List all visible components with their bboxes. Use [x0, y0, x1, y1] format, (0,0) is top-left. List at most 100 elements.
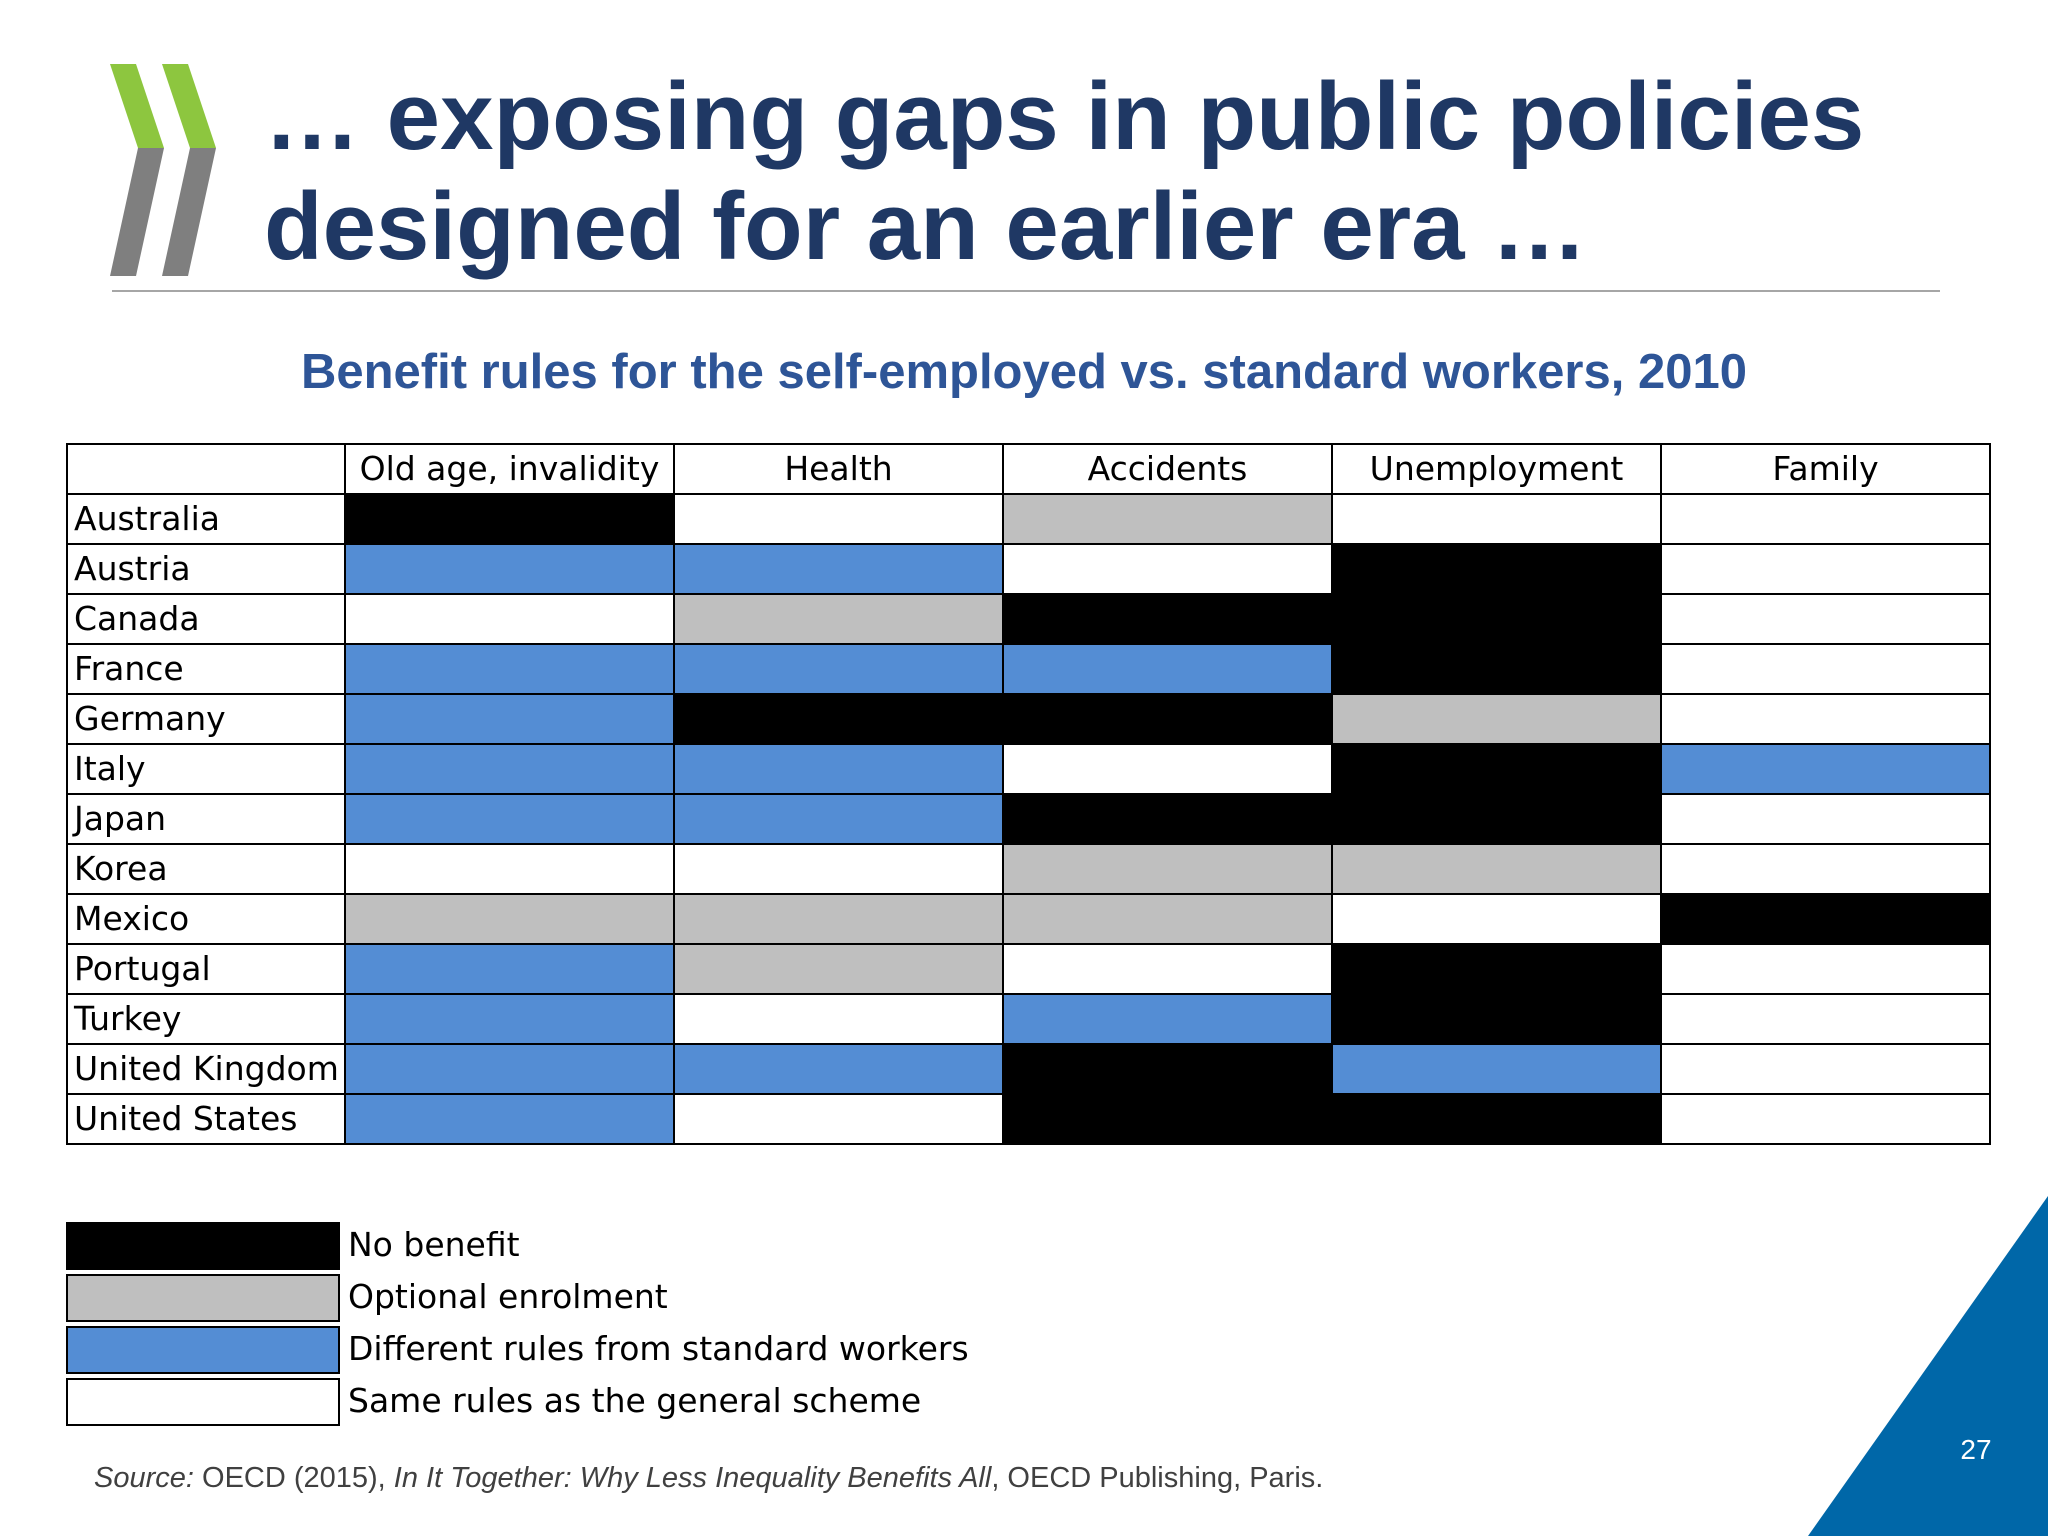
- corner-triangle: [1808, 1196, 2048, 1536]
- cell-australia-unemployment: [1331, 493, 1662, 545]
- cell-korea-old-age-invalidity: [344, 843, 675, 895]
- cell-portugal-family: [1660, 943, 1991, 995]
- table-row-canada: Canada: [66, 593, 1991, 645]
- cell-united-kingdom-accidents: [1002, 1043, 1333, 1095]
- cell-united-states-old-age-invalidity: [344, 1093, 675, 1145]
- table-row-japan: Japan: [66, 793, 1991, 845]
- cell-france-family: [1660, 643, 1991, 695]
- cell-canada-health: [673, 593, 1004, 645]
- logo-chevron-1-bottom: [110, 148, 164, 276]
- source-label: Source:: [94, 1462, 194, 1494]
- table-row-turkey: Turkey: [66, 993, 1991, 1045]
- country-label: Germany: [66, 693, 346, 745]
- cell-korea-family: [1660, 843, 1991, 895]
- column-header-family: Family: [1660, 443, 1991, 495]
- cell-united-kingdom-family: [1660, 1043, 1991, 1095]
- cell-united-kingdom-unemployment: [1331, 1043, 1662, 1095]
- cell-portugal-old-age-invalidity: [344, 943, 675, 995]
- country-label: France: [66, 643, 346, 695]
- cell-france-old-age-invalidity: [344, 643, 675, 695]
- country-label: United Kingdom: [66, 1043, 346, 1095]
- cell-united-states-accidents: [1002, 1093, 1333, 1145]
- logo-chevron-2-top: [162, 64, 216, 148]
- cell-japan-accidents: [1002, 793, 1333, 845]
- table-row-germany: Germany: [66, 693, 1991, 745]
- legend-label-different: Different rules from standard workers: [348, 1329, 969, 1368]
- benefit-rules-table: Old age, invalidity Health Accidents Unempl…: [66, 443, 1991, 1145]
- cell-united-states-family: [1660, 1093, 1991, 1145]
- cell-japan-unemployment: [1331, 793, 1662, 845]
- cell-canada-family: [1660, 593, 1991, 645]
- cell-italy-family: [1660, 743, 1991, 795]
- table-row-france: France: [66, 643, 1991, 695]
- cell-germany-old-age-invalidity: [344, 693, 675, 745]
- country-label: United States: [66, 1093, 346, 1145]
- chart-legend: No benefit Optional enrolment Different ru…: [66, 1219, 969, 1427]
- cell-germany-accidents: [1002, 693, 1333, 745]
- cell-australia-health: [673, 493, 1004, 545]
- cell-italy-old-age-invalidity: [344, 743, 675, 795]
- cell-korea-unemployment: [1331, 843, 1662, 895]
- cell-turkey-health: [673, 993, 1004, 1045]
- legend-entry-same: Same rules as the general scheme: [66, 1375, 969, 1427]
- cell-austria-accidents: [1002, 543, 1333, 595]
- cell-austria-family: [1660, 543, 1991, 595]
- legend-swatch-no-benefit: [66, 1222, 340, 1270]
- legend-entry-optional: Optional enrolment: [66, 1271, 969, 1323]
- source-note: Source: OECD (2015), In It Together: Why…: [94, 1462, 1323, 1495]
- column-header-health: Health: [673, 443, 1004, 495]
- page-number: 27: [1960, 1434, 1992, 1465]
- country-label: Austria: [66, 543, 346, 595]
- oecd-chevron-logo: [110, 64, 216, 276]
- corner-triangle-decoration: [1808, 1196, 2048, 1536]
- country-label: Australia: [66, 493, 346, 545]
- slide-title: … exposing gaps in public policies desig…: [264, 62, 1964, 282]
- country-label: Italy: [66, 743, 346, 795]
- table-row-united-states: United States: [66, 1093, 1991, 1145]
- cell-mexico-health: [673, 893, 1004, 945]
- cell-portugal-accidents: [1002, 943, 1333, 995]
- cell-austria-health: [673, 543, 1004, 595]
- column-header-accidents: Accidents: [1002, 443, 1333, 495]
- legend-swatch-optional: [66, 1274, 340, 1322]
- cell-turkey-accidents: [1002, 993, 1333, 1045]
- cell-germany-family: [1660, 693, 1991, 745]
- source-text-pre: OECD (2015),: [193, 1462, 394, 1494]
- chart-title: Benefit rules for the self-employed vs. …: [300, 345, 1747, 399]
- cell-australia-old-age-invalidity: [344, 493, 675, 545]
- table-row-united-kingdom: United Kingdom: [66, 1043, 1991, 1095]
- cell-mexico-old-age-invalidity: [344, 893, 675, 945]
- table-row-portugal: Portugal: [66, 943, 1991, 995]
- legend-label-optional: Optional enrolment: [348, 1277, 668, 1316]
- cell-canada-accidents: [1002, 593, 1333, 645]
- table-row-korea: Korea: [66, 843, 1991, 895]
- cell-mexico-accidents: [1002, 893, 1333, 945]
- cell-canada-old-age-invalidity: [344, 593, 675, 645]
- legend-entry-no-benefit: No benefit: [66, 1219, 969, 1271]
- header-corner-cell: [66, 443, 346, 495]
- cell-portugal-health: [673, 943, 1004, 995]
- logo-chevron-1-top: [110, 64, 164, 148]
- cell-mexico-family: [1660, 893, 1991, 945]
- country-label: Korea: [66, 843, 346, 895]
- column-header-unemployment: Unemployment: [1331, 443, 1662, 495]
- table-row-australia: Australia: [66, 493, 1991, 545]
- country-label: Canada: [66, 593, 346, 645]
- source-book-title: In It Together: Why Less Inequality Bene…: [393, 1462, 992, 1494]
- legend-swatch-same: [66, 1378, 340, 1426]
- cell-france-health: [673, 643, 1004, 695]
- cell-united-states-health: [673, 1093, 1004, 1145]
- cell-united-states-unemployment: [1331, 1093, 1662, 1145]
- cell-australia-accidents: [1002, 493, 1333, 545]
- legend-entry-different: Different rules from standard workers: [66, 1323, 969, 1375]
- cell-japan-health: [673, 793, 1004, 845]
- cell-turkey-old-age-invalidity: [344, 993, 675, 1045]
- cell-italy-unemployment: [1331, 743, 1662, 795]
- cell-united-kingdom-health: [673, 1043, 1004, 1095]
- cell-japan-old-age-invalidity: [344, 793, 675, 845]
- slide-title-line-1: … exposing gaps in public policies: [264, 63, 1865, 170]
- country-label: Japan: [66, 793, 346, 845]
- cell-germany-health: [673, 693, 1004, 745]
- table-row-italy: Italy: [66, 743, 1991, 795]
- legend-label-same: Same rules as the general scheme: [348, 1381, 922, 1420]
